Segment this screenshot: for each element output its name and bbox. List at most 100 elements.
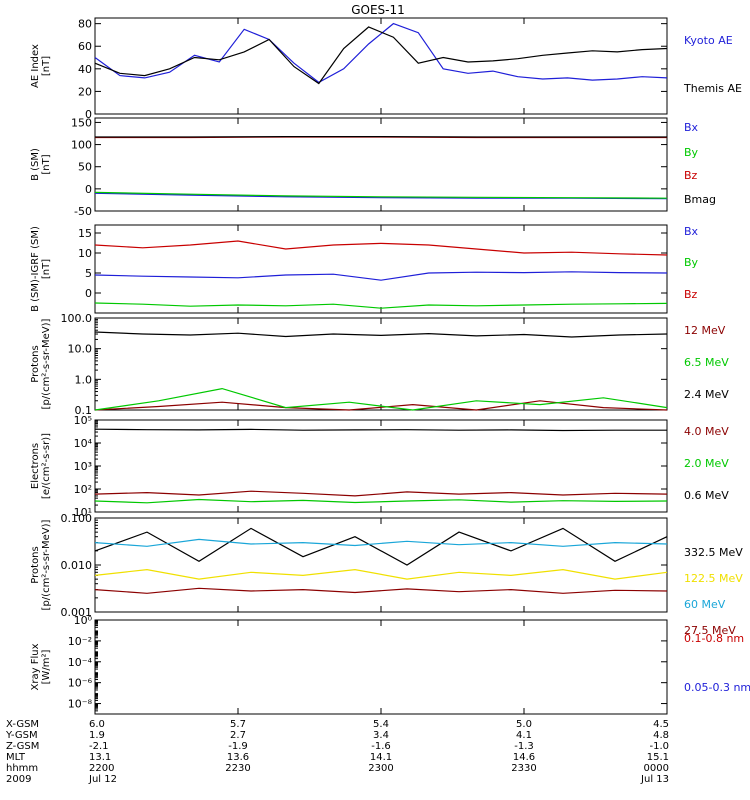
series-line-1-1 [94,22,668,84]
x-axis-value: 2330 [511,763,536,774]
y-axis-label: Xray Flux[W/m²] [30,643,52,690]
panel-6: 0.001 0.010 0.100 Protons[p/(cm²-s-sr-MeV)]… [30,512,743,637]
y-tick-label: 40 [78,63,92,76]
series-line-6-2 [94,568,668,580]
x-axis-value: 14.6 [513,752,535,763]
panel-frame [94,224,668,314]
y-tick-label: 0.100 [61,512,93,525]
y-axis-label: Electrons[e/(cm²-s-sr)] [30,433,52,499]
panel-2: -50 0 50 100 150 B (SM)[nT] Bx By Bz Bmag [30,116,716,218]
y-tick-label: 10⁻⁶ [68,677,93,690]
x-axis-value: 4.5 [653,719,669,730]
panel-frame [94,419,668,513]
legend-entry: Kyoto AE [684,34,733,47]
x-axis-row-label: 2009 [6,774,31,785]
y-tick-label: 1.0 [75,373,93,386]
legend-entry: 6.5 MeV [684,356,729,369]
y-tick-label: 50 [78,161,92,174]
series-line-4-3 [94,331,668,338]
x-axis-value: 0000 [644,763,669,774]
legend-entry: Themis AE [683,82,742,95]
y-tick-label: 0.1 [75,404,93,417]
x-axis-value: 4.8 [653,730,669,741]
panel-4: 0.1 1.0 10.0 100.0 Protons[p/(cm²-s-sr-MeV)]… [30,312,729,417]
y-tick-label: 10⁰ [74,614,93,627]
x-axis-value: 4.1 [516,730,532,741]
x-axis-value: Jul 13 [640,774,669,785]
x-axis-value: -1.6 [371,741,391,752]
legend-entry: 332.5 MeV [684,546,743,559]
x-axis-value: 5.4 [373,719,389,730]
legend-entry: Bz [684,169,698,182]
legend-entry: By [684,256,699,269]
legend-entry: 12 MeV [684,324,726,337]
legend-entry: Bz [684,288,698,301]
x-axis-value: 5.7 [230,719,246,730]
panel-1: 0 20 40 60 80 AE Index[nT] Kyoto AE Themis AE [30,17,742,121]
x-axis-value: 2200 [89,763,114,774]
y-axis-label: Protons[p/(cm²-s-sr-MeV)] [30,318,52,409]
panels: 0 20 40 60 80 AE Index[nT] Kyoto AE Themis AE -5… [30,17,750,715]
panel-5: 10¹ 10² 10³ 10⁴ 10⁵ Electrons[e/(cm²-s-sr)] 4.… [30,414,729,519]
y-axis-label: B (SM)[nT] [30,148,52,181]
legend-entry: Bx [684,121,699,134]
x-axis-value: 5.0 [516,719,532,730]
legend-entry: 4.0 MeV [684,425,729,438]
x-axis-value: Jul 12 [88,774,117,785]
x-axis-table: X-GSM 6.0 5.7 5.4 5.0 4.5 Y-GSM 1.9 2.7 3.4 4.1 4.8… [5,719,669,785]
y-tick-label: -50 [74,205,92,218]
x-axis-value: 1.9 [89,730,105,741]
x-axis-value: 14.1 [370,752,392,763]
y-tick-label: 10¹ [74,506,92,519]
series-line-5-1 [94,490,668,497]
x-axis-value: 2300 [368,763,393,774]
legend-entry: 27.5 MeV [684,624,736,637]
y-axis-label: Protons[p/(cm²-s-sr-MeV)] [30,519,52,610]
legend-entry: 0.6 MeV [684,489,729,502]
series-line-1-2 [94,26,668,85]
x-axis-value: 3.4 [373,730,389,741]
y-tick-label: 0.001 [61,606,93,619]
y-tick-label: 0 [85,183,92,196]
legend-entry: By [684,146,699,159]
x-axis-row-label: X-GSM [6,719,39,730]
series-line-6-3 [94,538,668,547]
x-axis-value: -2.1 [89,741,109,752]
legend-entry: Bmag [684,193,716,206]
x-axis-row-label: Y-GSM [5,730,38,741]
y-tick-label: 60 [78,40,92,53]
legend-entry: 2.0 MeV [684,457,729,470]
series-line-6-4 [94,587,668,594]
y-tick-label: 0.010 [61,559,93,572]
x-axis-value: 15.1 [647,752,669,763]
y-tick-label: 80 [78,18,92,31]
panel-frame [94,517,668,613]
y-tick-label: 10⁻² [68,635,92,648]
y-tick-label: 10 [78,247,92,260]
series-line-3-1 [94,271,668,281]
series-line-5-2 [94,498,668,504]
y-tick-label: 20 [78,85,92,98]
y-tick-label: 10⁻⁸ [68,698,93,711]
legend-entry: 122.5 MeV [684,572,743,585]
series-line-3-3 [94,240,668,256]
y-tick-label: 5 [85,267,92,280]
y-tick-label: 10.0 [68,343,93,356]
series-line-4-2 [94,387,668,411]
y-tick-label: 10³ [74,460,92,473]
panel-3: 0 5 10 15 B (SM)-IGRF (SM)[nT] Bx By Bz [30,224,699,314]
y-tick-label: 0 [85,108,92,121]
y-tick-label: 10⁻⁴ [68,656,93,669]
y-tick-label: 10⁵ [74,414,92,427]
legend-entry: 0.05-0.3 nm [684,681,750,694]
y-tick-label: 100.0 [61,312,93,325]
y-tick-label: 10⁴ [74,437,93,450]
y-axis-label: AE Index[nT] [30,44,52,88]
y-tick-label: 100 [71,139,92,152]
x-axis-row-label: hhmm [6,763,38,774]
x-axis-value: -1.3 [514,741,534,752]
legend-entry: 2.4 MeV [684,388,729,401]
legend-entry: 0.1-0.8 nm [684,632,744,645]
series-line-4-1 [94,400,668,411]
x-axis-value: 2230 [225,763,250,774]
